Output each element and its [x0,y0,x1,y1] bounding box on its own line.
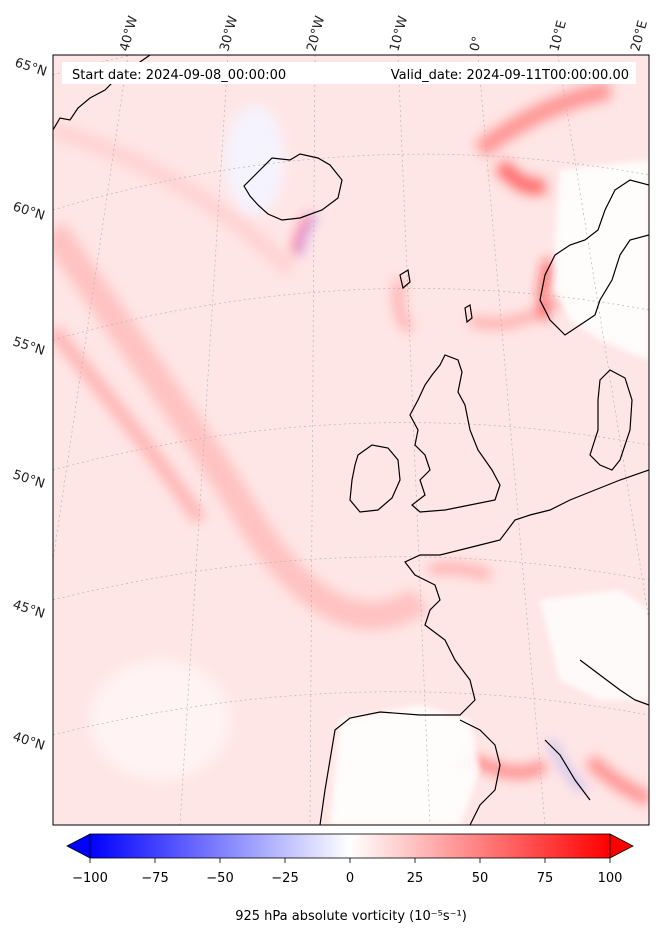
map-frame [52,54,650,826]
lon-label-20e: 20°E [628,19,651,53]
map-panel [53,55,649,825]
lat-label-50n: 50°N [11,468,47,492]
colorbar-ticks: −100 −75 −50 −25 0 25 50 75 100 [72,858,622,886]
colorbar-extend-right [609,833,634,859]
baltic-coast [589,369,633,471]
colorbar-extend-left [66,833,91,859]
start-date-label: Start date: 2024-09-08_00:00:00 [72,68,286,83]
iceland-coast [243,153,343,221]
colorbar-tick-label: 100 [598,871,623,886]
lon-label-10e: 10°E [547,19,570,53]
lat-label-55n: 55°N [11,335,47,359]
britain-coast [409,354,501,513]
colorbar-title: 925 hPa absolute vorticity (10⁻⁵s⁻¹) [235,909,467,924]
lat-label-60n: 60°N [11,200,47,224]
colorbar-tick-label: 50 [472,871,489,886]
colorbar-tick-label: −100 [72,871,108,886]
lon-label-40w: 40°W [117,14,141,53]
colorbar: −100 −75 −50 −25 0 25 50 75 100 925 hPa absolute… [66,833,634,924]
colorbar-tick-label: 75 [537,871,554,886]
lon-label-10w: 10°W [387,14,411,53]
latitude-labels: 65°N 60°N 55°N 50°N 45°N 40°N [11,56,49,754]
faroe-islands [399,269,411,290]
header-strip [62,62,636,84]
lat-label-45n: 45°N [11,598,47,622]
lon-label-20w: 20°W [304,14,328,53]
longitude-labels: 40°W 30°W 20°W 10°W 0° 10°E 20°E [117,14,651,53]
mediterranean-coast [544,739,591,801]
italy-coast [579,659,649,706]
lon-label-30w: 30°W [217,14,241,53]
land-low-vorticity-areas [330,160,649,825]
colorbar-tick-label: −50 [206,871,233,886]
lat-label-65n: 65°N [13,56,49,80]
colorbar-tick-label: 0 [346,871,354,886]
europe-coast [319,469,649,825]
ireland-coast [349,444,401,513]
norway-coast [539,179,649,336]
colorbar-tick-label: 25 [407,871,424,886]
vorticity-field-shading [53,81,649,807]
colorbar-tick-label: −75 [141,871,168,886]
colorbar-tick-label: −25 [271,871,298,886]
colorbar-gradient [89,833,611,859]
lat-label-40n: 40°N [11,730,47,754]
lon-label-0: 0° [467,35,485,53]
valid-date-label: Valid_date: 2024-09-11T00:00:00.00 [391,68,629,83]
graticule [53,55,649,825]
spain-east-coast [459,719,501,825]
shetland-islands [464,304,473,324]
